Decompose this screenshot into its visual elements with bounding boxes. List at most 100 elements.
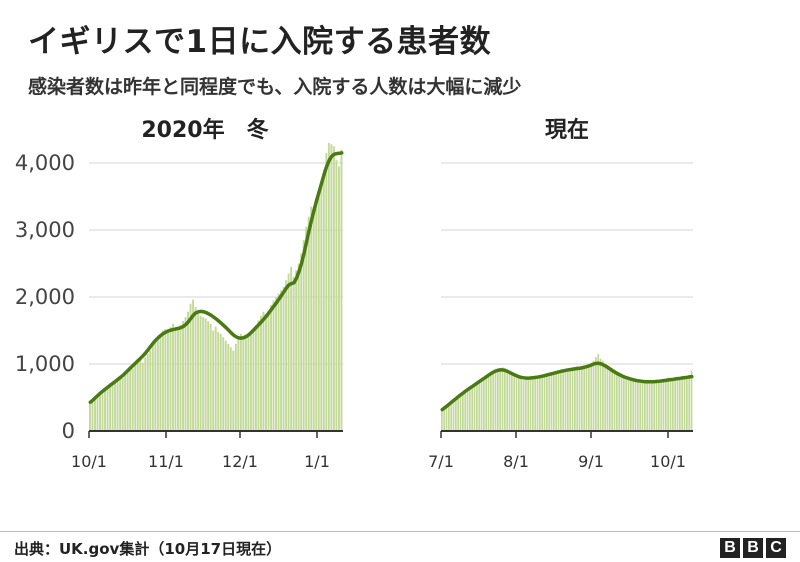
bar xyxy=(518,378,520,431)
bbc-logo: B B C xyxy=(720,538,786,558)
bar xyxy=(340,149,343,431)
bar xyxy=(473,385,476,431)
bar xyxy=(254,325,257,431)
bar xyxy=(655,381,658,431)
bar xyxy=(534,376,537,431)
bar xyxy=(252,329,255,431)
y-tick-label: 2,000 xyxy=(15,285,75,309)
bar xyxy=(660,379,663,431)
panel-title-current: 現在 xyxy=(545,117,589,143)
bar xyxy=(581,366,583,431)
bar xyxy=(651,381,653,431)
bar xyxy=(327,142,330,431)
bar xyxy=(639,380,642,431)
bar xyxy=(219,333,222,431)
bar xyxy=(244,337,247,431)
bar xyxy=(513,375,516,431)
bar xyxy=(171,323,174,431)
bar xyxy=(548,372,551,431)
bar xyxy=(267,310,270,431)
bar xyxy=(91,400,94,431)
bar xyxy=(174,328,177,431)
bar xyxy=(676,376,679,431)
bar xyxy=(478,382,481,431)
bar xyxy=(129,367,132,431)
bar xyxy=(202,317,205,431)
footer-divider xyxy=(0,531,800,532)
bar xyxy=(641,381,644,431)
bar xyxy=(169,327,172,431)
bar xyxy=(613,369,616,431)
bar xyxy=(187,311,189,431)
bar xyxy=(574,366,576,431)
bar xyxy=(669,378,672,431)
bar xyxy=(646,382,649,431)
bar xyxy=(199,315,202,431)
bar xyxy=(114,382,117,431)
bar xyxy=(455,398,457,431)
bar xyxy=(459,395,462,431)
bar xyxy=(144,357,147,431)
bar xyxy=(184,317,187,431)
left-x-axis: 10/1 11/1 12/1 1/1 xyxy=(71,430,343,471)
bar xyxy=(532,377,534,431)
bar xyxy=(227,343,230,431)
bar xyxy=(555,372,558,431)
bar xyxy=(320,183,323,431)
y-tick-label: 1,000 xyxy=(15,352,75,376)
bar xyxy=(686,376,688,431)
bar xyxy=(312,213,315,431)
right-bars xyxy=(441,353,693,431)
x-tick-label: 11/1 xyxy=(148,452,184,471)
bar xyxy=(310,206,313,431)
bar xyxy=(149,350,152,431)
bar xyxy=(576,366,579,431)
bar xyxy=(637,380,639,431)
bar xyxy=(564,369,567,431)
bar xyxy=(597,353,600,431)
bar xyxy=(99,392,101,431)
bar xyxy=(441,410,443,431)
bar xyxy=(553,373,555,431)
bar xyxy=(464,392,467,431)
right-gridlines xyxy=(441,162,693,365)
bar xyxy=(96,395,99,431)
bar xyxy=(525,379,527,431)
bar xyxy=(483,378,485,431)
panel-title-winter-2020: 2020年 冬 xyxy=(141,117,268,143)
bar xyxy=(297,263,300,431)
bar xyxy=(290,266,293,431)
bar xyxy=(448,404,450,431)
bar xyxy=(247,335,250,431)
x-tick-label: 9/1 xyxy=(578,452,604,471)
bar xyxy=(232,350,235,431)
bar xyxy=(494,370,497,431)
bar xyxy=(146,353,149,431)
bar xyxy=(469,388,471,431)
bar xyxy=(625,376,628,431)
bar xyxy=(504,368,506,431)
bar xyxy=(156,337,159,431)
chart-title: イギリスで1日に入院する患者数 xyxy=(28,24,492,60)
bar xyxy=(674,377,677,431)
bar xyxy=(611,368,614,431)
bar xyxy=(330,144,333,432)
bar xyxy=(182,321,184,431)
bar xyxy=(550,372,553,431)
bar xyxy=(285,280,288,431)
x-tick-label: 12/1 xyxy=(222,452,258,471)
bar xyxy=(667,377,670,431)
bar xyxy=(222,337,225,431)
bar xyxy=(487,376,490,431)
bar xyxy=(119,377,122,431)
bar xyxy=(588,364,590,431)
bar xyxy=(197,311,200,431)
bar xyxy=(620,373,623,431)
bar xyxy=(634,379,637,431)
bbc-logo-letter: B xyxy=(720,538,740,558)
bar xyxy=(131,368,134,431)
bar xyxy=(282,286,285,431)
bar xyxy=(606,365,609,431)
bar xyxy=(134,364,137,431)
bar xyxy=(212,330,215,431)
